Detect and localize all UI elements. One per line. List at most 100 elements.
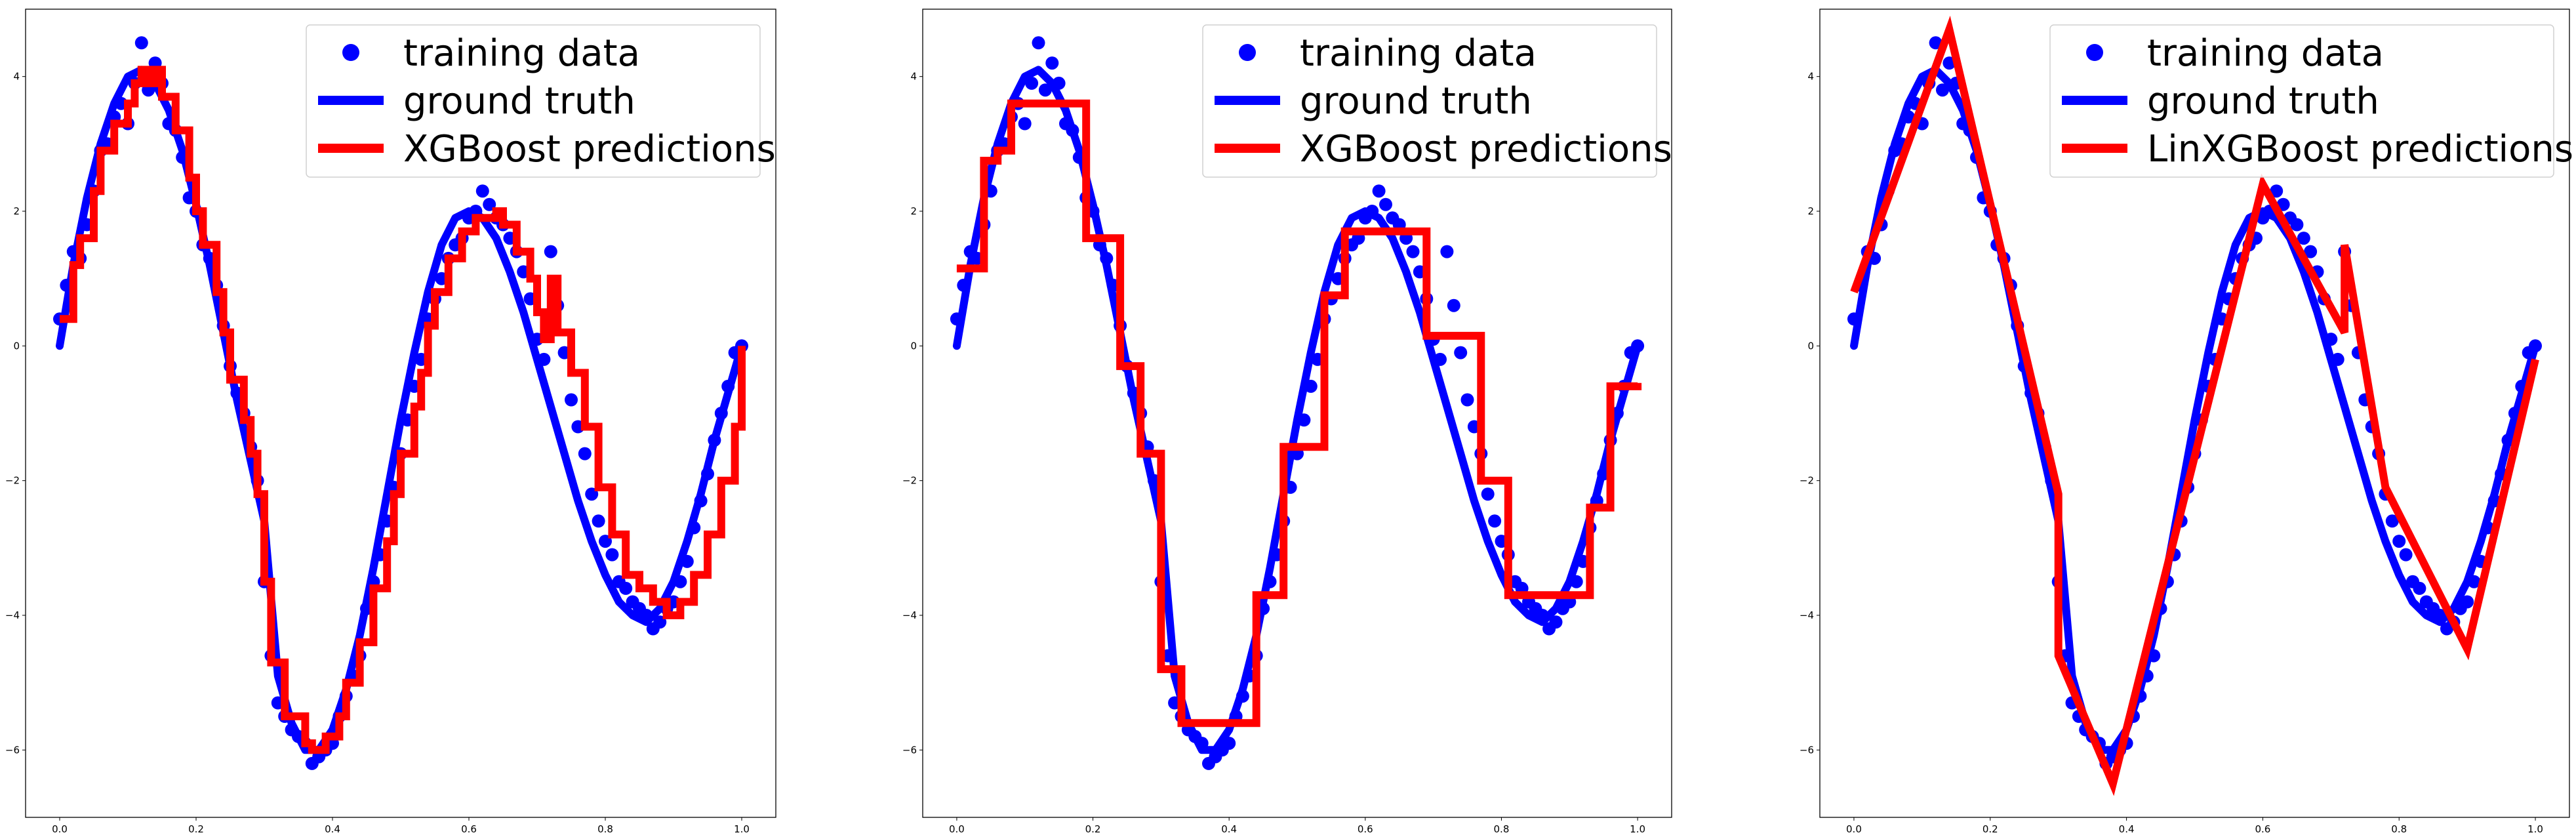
training-point (2501, 434, 2515, 447)
training-point (694, 494, 708, 508)
training-point (134, 36, 148, 50)
training-point (537, 352, 551, 366)
axis-ticks: 0.0 0.2 0.4 0.6 0.8 1.0 −6 −4 −2 0 2 4 (5, 71, 750, 835)
legend-label-training: training data (2147, 32, 2384, 75)
training-point (1018, 117, 1032, 131)
training-point (1045, 56, 1059, 70)
training-point (1100, 251, 1114, 265)
legend-label-training: training data (403, 32, 640, 75)
y-tick-label: 4 (1807, 71, 1814, 83)
training-point (1481, 487, 1495, 501)
training-point (674, 575, 687, 588)
training-point (1038, 83, 1052, 97)
training-point (1440, 245, 1454, 258)
x-tick-label: 0.8 (597, 823, 613, 835)
training-point (2331, 352, 2345, 366)
training-point (1195, 737, 1209, 750)
training-point (1032, 36, 1045, 50)
training-point (2413, 581, 2426, 595)
y-tick-label: 4 (13, 71, 20, 83)
training-point (1434, 352, 1447, 366)
legend-label-prediction: XGBoost predictions (1300, 128, 1672, 171)
legend: training data ground truth XGBoost predi… (306, 24, 776, 178)
training-point (2529, 339, 2542, 353)
training-point (2399, 548, 2413, 562)
training-point (1549, 615, 1563, 629)
prediction-path (60, 66, 746, 754)
legend-box (306, 24, 761, 178)
training-point (565, 393, 578, 407)
training-point (1304, 379, 1318, 393)
y-tick-label: 2 (13, 205, 20, 217)
training-point (1631, 339, 1645, 353)
training-point (701, 467, 714, 481)
training-point (2433, 609, 2447, 622)
y-tick-label: −4 (902, 609, 917, 621)
legend-label-truth: ground truth (1300, 80, 1532, 123)
training-point (639, 609, 653, 622)
training-point (2467, 575, 2481, 588)
prediction-path (1850, 15, 2539, 796)
training-point (1488, 514, 1502, 528)
plot-area-frame (1819, 9, 2570, 818)
training-point (1372, 184, 1386, 198)
legend-label-prediction: XGBoost predictions (403, 128, 776, 171)
legend-label-truth: ground truth (403, 80, 635, 123)
x-tick-label: 0.2 (1982, 823, 1998, 835)
training-point (578, 447, 592, 460)
x-tick-label: 0.6 (1358, 823, 1373, 835)
y-tick-label: 2 (910, 205, 917, 217)
panel-3: 0.0 0.2 0.4 0.6 0.8 1.0 −6 −4 −2 0 2 4 training dat… (1800, 9, 2573, 835)
x-tick-label: 0.2 (1085, 823, 1101, 835)
training-point (1406, 245, 1420, 258)
y-tick-label: 0 (1807, 340, 1814, 352)
x-tick-label: 0.4 (1221, 823, 1237, 835)
training-point (2147, 649, 2161, 663)
training-point (721, 379, 735, 393)
x-tick-label: 0.2 (188, 823, 204, 835)
training-point (2461, 595, 2474, 609)
training-point (619, 581, 633, 595)
y-tick-label: −4 (1800, 609, 1814, 621)
x-tick-label: 1.0 (734, 823, 750, 835)
legend: training data ground truth XGBoost predi… (1202, 24, 1672, 178)
legend-training-marker (1239, 44, 1256, 61)
legend-box (1202, 24, 1657, 178)
x-tick-label: 0.6 (461, 823, 477, 835)
training-point (592, 514, 605, 528)
training-point (1902, 110, 1916, 124)
legend: training data ground truth LinXGBoost pr… (2049, 24, 2573, 178)
training-point (2392, 535, 2406, 548)
training-point (2385, 514, 2399, 528)
training-point (680, 554, 694, 568)
x-tick-label: 0.0 (52, 823, 68, 835)
training-point (1936, 83, 1949, 97)
x-tick-label: 0.0 (949, 823, 965, 835)
training-point (2304, 245, 2318, 258)
x-tick-label: 1.0 (1630, 823, 1645, 835)
y-tick-label: −6 (902, 744, 917, 756)
x-tick-label: 0.8 (2391, 823, 2407, 835)
y-tick-label: −6 (1800, 744, 1814, 756)
training-point (1222, 737, 1236, 750)
x-tick-label: 0.0 (1846, 823, 1862, 835)
training-point (2270, 184, 2284, 198)
training-point (2290, 218, 2304, 232)
training-point (544, 245, 557, 258)
y-tick-label: 0 (910, 340, 917, 352)
training-point (1447, 298, 1460, 312)
x-tick-label: 1.0 (2527, 823, 2543, 835)
prediction-line (60, 66, 746, 754)
x-tick-label: 0.4 (2119, 823, 2135, 835)
panel-1: 0.0 0.2 0.4 0.6 0.8 1.0 −6 −4 −2 0 2 4 training dat… (5, 9, 776, 835)
axis-ticks: 0.0 0.2 0.4 0.6 0.8 1.0 −6 −4 −2 0 2 4 (1800, 71, 2543, 835)
training-point (1236, 689, 1249, 703)
legend-training-marker (342, 44, 359, 61)
training-point (2297, 232, 2310, 245)
training-point (950, 312, 963, 326)
legend-label-truth: ground truth (2147, 80, 2379, 123)
legend-box (2049, 24, 2554, 178)
training-point (1454, 346, 1468, 359)
panel-2: 0.0 0.2 0.4 0.6 0.8 1.0 −6 −4 −2 0 2 4 training dat… (902, 9, 1672, 835)
x-tick-label: 0.4 (325, 823, 340, 835)
